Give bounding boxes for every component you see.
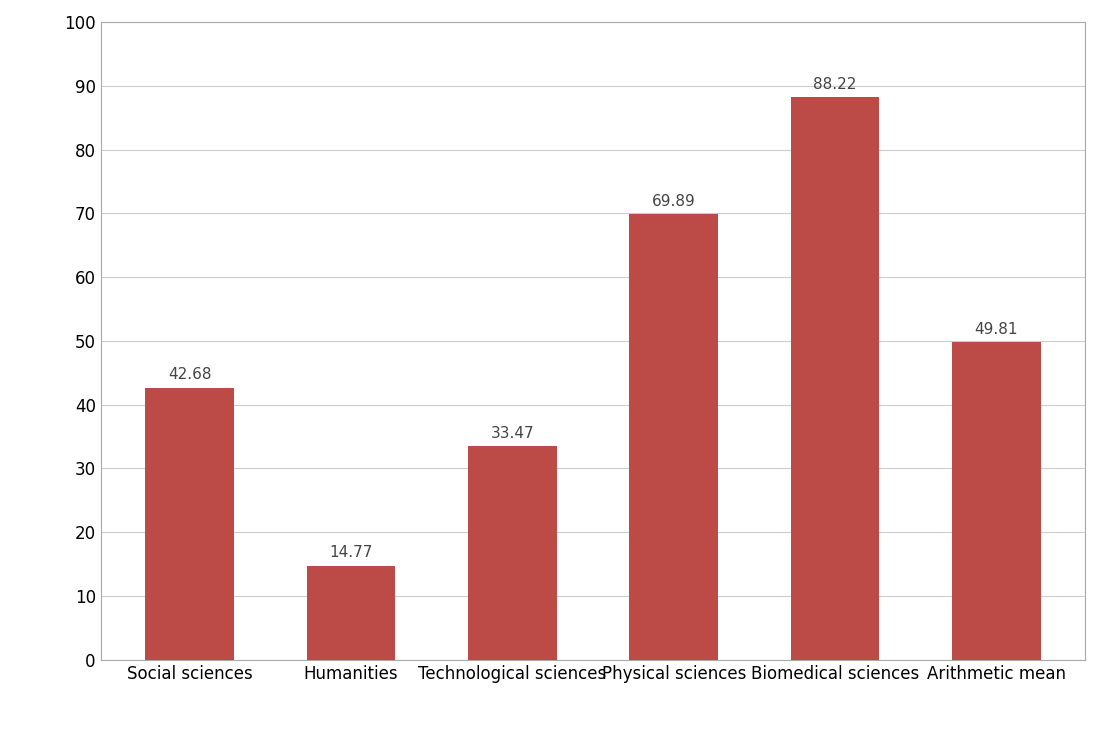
Text: 88.22: 88.22 xyxy=(814,77,857,92)
Text: 33.47: 33.47 xyxy=(490,426,534,441)
Bar xyxy=(629,214,718,660)
Text: 14.77: 14.77 xyxy=(329,545,373,561)
Bar xyxy=(307,566,395,660)
Bar xyxy=(952,342,1041,660)
Text: 49.81: 49.81 xyxy=(975,322,1018,337)
Bar xyxy=(468,446,557,660)
Bar xyxy=(791,97,880,660)
Text: 42.68: 42.68 xyxy=(168,367,211,383)
Text: 69.89: 69.89 xyxy=(652,194,696,209)
Bar xyxy=(145,388,234,660)
